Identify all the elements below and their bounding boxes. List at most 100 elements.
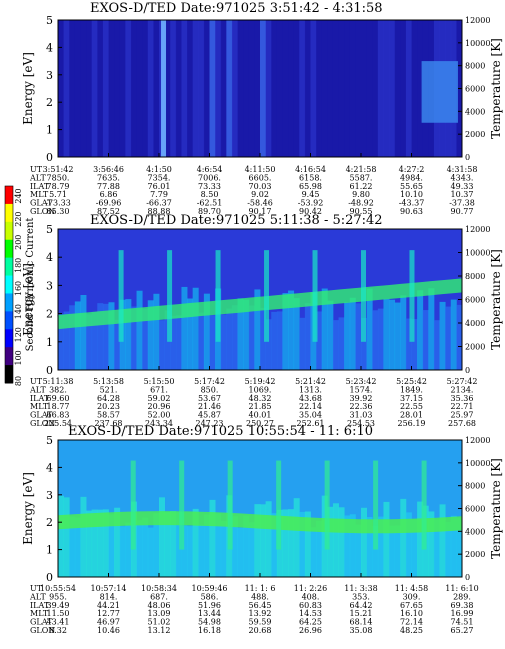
heatmap-cell — [108, 302, 115, 370]
table-cell: 20.23 — [97, 402, 120, 411]
heatmap-cell — [136, 20, 143, 157]
table-cell: 488. — [251, 592, 269, 601]
table-cell: 21.85 — [249, 402, 272, 411]
heatmap-cell — [170, 315, 177, 370]
heatmap-cell — [86, 20, 93, 157]
heatmap-cell — [282, 20, 289, 157]
y2-axis-label: Temperature [K] — [489, 249, 503, 350]
table-cell: 4:16:54 — [295, 165, 326, 174]
table-cell: 254.53 — [347, 419, 375, 428]
heatmap-cell — [192, 20, 199, 157]
heatmap-cell — [327, 300, 334, 370]
y2-tick-label: 4000 — [465, 527, 485, 536]
table-cell: 25.97 — [451, 411, 474, 420]
panel-2: EXOS-D/TED Date:971025 5:11:38 - 5:27:42… — [21, 213, 503, 428]
streak — [179, 460, 185, 550]
table-cell: 48.25 — [400, 626, 423, 635]
colorbar-swatch — [5, 239, 13, 259]
table-cell: 65.98 — [299, 182, 322, 191]
table-cell: 69.60 — [47, 394, 70, 403]
table-cell: 22.71 — [451, 402, 474, 411]
heatmap-cell — [411, 319, 418, 370]
heatmap-cell — [361, 20, 368, 157]
heatmap-cell — [282, 509, 289, 577]
heatmap-cell — [394, 20, 401, 157]
table-cell: 10:55:54 — [40, 584, 76, 593]
heatmap-cell — [97, 20, 104, 157]
colorbar-tick-label: 240 — [14, 188, 23, 203]
heatmap-cell — [108, 514, 115, 577]
table-cell: 256.19 — [398, 419, 426, 428]
heatmap-cell — [209, 315, 216, 370]
heatmap-cell — [63, 20, 70, 157]
row-label: MLT — [30, 402, 49, 411]
heatmap-cell — [344, 302, 351, 370]
table-cell: 4:21:58 — [346, 165, 377, 174]
heatmap-cell — [125, 299, 132, 370]
colorbar-swatch — [5, 275, 13, 294]
table-cell: 90.63 — [400, 207, 423, 216]
heatmap-cell — [332, 320, 339, 370]
y-tick-label: 0 — [46, 364, 53, 377]
table-cell: 15.21 — [350, 609, 373, 618]
table-cell: 5:21:42 — [295, 377, 326, 386]
y2-tick-label: 6000 — [465, 85, 485, 94]
y2-tick-label: 4000 — [465, 319, 485, 328]
heatmap-cell — [209, 499, 216, 577]
heatmap-cell — [361, 507, 368, 577]
row-label: GLON — [30, 419, 55, 428]
y2-tick-label: 8000 — [465, 62, 485, 71]
heatmap-cell — [175, 511, 182, 577]
heatmap-cell — [226, 20, 233, 157]
streak — [215, 250, 221, 342]
table-cell: 49.33 — [451, 182, 474, 191]
table-cell: 7635. — [97, 173, 120, 182]
heatmap-cell — [80, 20, 87, 157]
streak — [421, 460, 427, 550]
heatmap-cell — [355, 20, 362, 157]
table-cell: 69.38 — [451, 601, 474, 610]
streak — [361, 250, 366, 342]
y-axis-label: Energy [eV] — [21, 52, 35, 125]
heatmap-cell — [254, 20, 261, 157]
table-cell: 64.28 — [97, 394, 120, 403]
table-cell: 814. — [100, 592, 118, 601]
table-cell: 64.25 — [299, 618, 322, 627]
heatmap-cell — [344, 20, 351, 157]
table-cell: 64.42 — [350, 601, 373, 610]
table-cell: 10:59:46 — [192, 584, 228, 593]
table-cell: 16.18 — [198, 626, 221, 635]
heatmap-cell — [338, 20, 345, 157]
heatmap-cell — [310, 527, 317, 577]
heatmap-cell — [349, 20, 356, 157]
row-label: ILAT — [30, 601, 50, 610]
heatmap-cell — [288, 20, 295, 157]
streak — [312, 250, 318, 342]
heatmap-cell — [271, 513, 278, 577]
y2-tick-label: 8000 — [465, 482, 485, 491]
heatmap-cell — [276, 311, 283, 370]
y-tick-label: 5 — [46, 434, 53, 447]
chart-title: EXOS-D/TED Date:971025 3:51:42 - 4:31:58 — [90, 1, 383, 16]
heatmap-cell — [366, 288, 373, 370]
colorbar-swatch — [5, 221, 13, 241]
heatmap-cell — [265, 319, 272, 370]
table-cell: 6158. — [299, 173, 322, 182]
chart-title: EXOS-D/TED Date:971025 10:55:54 - 11: 6:… — [68, 424, 373, 439]
heatmap-cell — [422, 310, 429, 370]
heatmap-cell — [377, 20, 384, 157]
y2-tick-label: 0 — [465, 366, 470, 375]
table-cell: 5:15:50 — [144, 377, 175, 386]
y2-tick-label: 6000 — [465, 505, 485, 514]
heatmap-cell — [383, 298, 390, 370]
y-tick-label: 2 — [46, 96, 53, 109]
heatmap-cell — [181, 286, 188, 370]
heatmap-cell — [97, 303, 104, 370]
heatmap-cell — [338, 507, 345, 577]
y-axis-label: Energy [eV] — [21, 263, 35, 336]
energy-band — [57, 278, 463, 330]
table-cell: -62.51 — [197, 199, 223, 208]
heatmap-cell — [338, 317, 345, 370]
heatmap-cell — [293, 20, 300, 157]
heatmap-cell — [198, 20, 205, 157]
